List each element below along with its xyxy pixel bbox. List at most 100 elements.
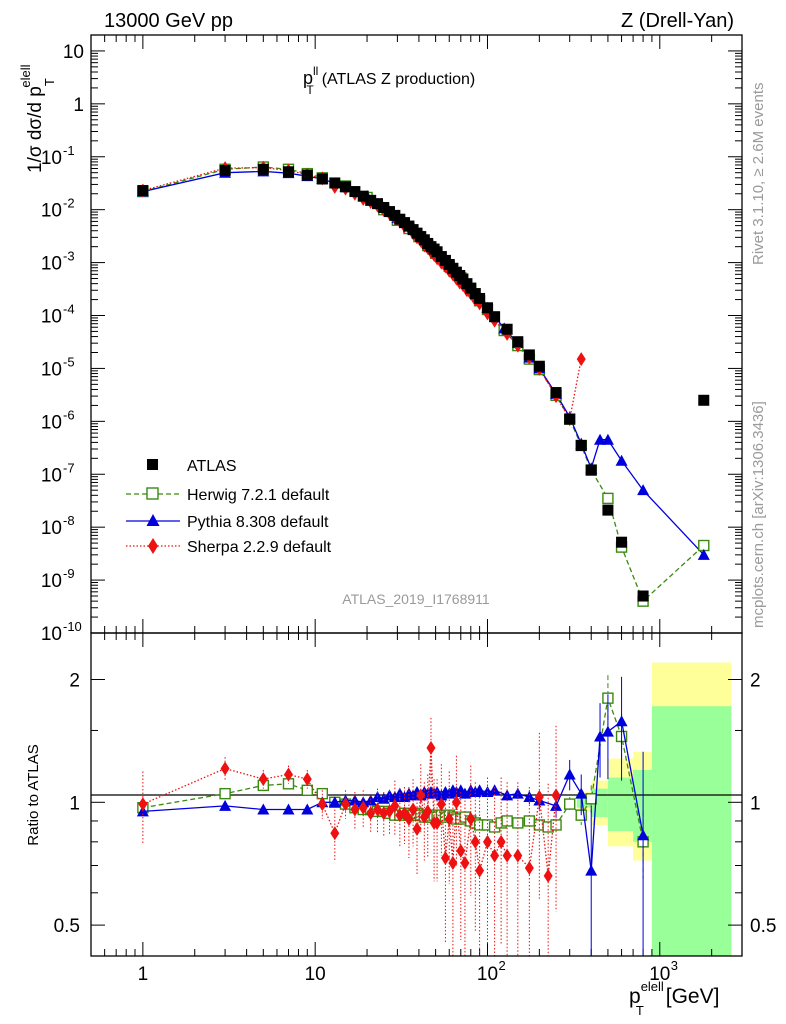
data-point-atlas xyxy=(340,181,352,193)
main-ytick-label-exp: -9 xyxy=(63,566,75,581)
data-point-atlas xyxy=(372,198,384,210)
data-point-atlas xyxy=(602,504,614,516)
data-point-sherpa xyxy=(482,834,492,849)
data-point-sherpa xyxy=(258,772,268,787)
data-point-pythia xyxy=(615,454,628,466)
data-point-pythia xyxy=(257,803,270,815)
ratio-xlabel-sup: elell xyxy=(641,979,664,994)
data-point-atlas xyxy=(533,360,545,372)
main-ylabel-sup: elell xyxy=(18,64,33,87)
band-inner xyxy=(651,706,732,956)
ratio-xlabel-sub: T xyxy=(636,1003,644,1018)
data-point-atlas xyxy=(489,311,501,323)
main-ylabel: 1/σ dσ/d pTelell xyxy=(18,64,57,173)
ratio-ytick-label-right: 1 xyxy=(750,793,761,814)
main-title-sub: T xyxy=(306,83,314,97)
xtick-label-exp: 3 xyxy=(671,958,678,973)
data-point-sherpa xyxy=(390,798,400,813)
main-title-main: p xyxy=(303,68,313,88)
data-point-sherpa xyxy=(220,761,230,776)
xtick-label-exp: 2 xyxy=(498,958,505,973)
data-point-sherpa xyxy=(551,788,561,803)
ratio-ytick-label-right: 2 xyxy=(750,670,761,691)
data-point-pythia xyxy=(615,715,628,727)
main-title: pll T (ATLAS Z production) xyxy=(303,64,475,97)
mcplots-label: mcplots.cern.ch [arXiv:1306.3436] xyxy=(750,401,767,628)
data-point-sherpa xyxy=(456,843,466,858)
legend-sherpa-label: Sherpa 2.2.9 default xyxy=(187,539,332,556)
main-ytick-label: 10 xyxy=(63,42,84,63)
data-point-sherpa xyxy=(358,800,368,815)
data-point-pythia xyxy=(458,787,471,799)
data-point-sherpa xyxy=(366,806,376,821)
data-point-sherpa xyxy=(283,767,293,782)
ratio-ytick-label-right: 0.5 xyxy=(750,916,776,937)
data-point-herwig xyxy=(563,798,576,810)
data-point-pythia xyxy=(301,803,314,815)
legend-herwig-label: Herwig 7.2.1 default xyxy=(187,487,330,504)
data-point-pythia xyxy=(473,784,486,796)
main-ytick-label-exp: -8 xyxy=(63,513,75,528)
data-point-pythia xyxy=(488,784,501,796)
data-point-sherpa xyxy=(490,848,500,863)
data-point-sherpa xyxy=(432,815,442,830)
data-point-pythia xyxy=(601,725,614,737)
xtick-label: 10 xyxy=(477,964,498,985)
main-ytick-label: 10 xyxy=(41,571,62,592)
main-ylabel-main: 1/σ dσ/d p xyxy=(25,86,46,173)
main-ytick-label: 10 xyxy=(41,148,62,169)
main-ytick-label-exp: -6 xyxy=(63,407,75,422)
data-point-sherpa xyxy=(426,740,436,755)
data-point-sherpa xyxy=(502,848,512,863)
legend-pythia-label: Pythia 8.308 default xyxy=(187,514,329,531)
data-point-sherpa xyxy=(444,812,454,827)
data-point-atlas xyxy=(349,186,361,198)
data-point-sherpa xyxy=(379,806,389,821)
series-line-sherpa xyxy=(142,167,582,421)
data-point-atlas xyxy=(357,190,369,202)
data-point-sherpa xyxy=(513,848,523,863)
xtick-label: 1 xyxy=(138,964,149,985)
data-point-sherpa xyxy=(451,795,461,810)
main-ytick-label-exp: -10 xyxy=(63,619,82,634)
legend-atlas-marker xyxy=(147,459,158,470)
band-inner xyxy=(607,777,634,832)
data-point-pythia xyxy=(697,548,710,560)
legend-atlas-label: ATLAS xyxy=(187,458,237,475)
data-point-pythia xyxy=(563,768,576,780)
main-ylabel-sub: T xyxy=(42,78,57,86)
data-point-atlas xyxy=(512,336,524,348)
data-point-pythia xyxy=(501,789,514,801)
header-left: 13000 GeV pp xyxy=(104,10,233,32)
data-point-atlas xyxy=(219,164,231,176)
xtick-label: 10 xyxy=(649,964,670,985)
data-point-sherpa xyxy=(496,834,506,849)
data-point-sherpa xyxy=(317,797,327,812)
ratio-xlabel-main: p xyxy=(629,985,641,1008)
data-point-pythia xyxy=(594,730,607,742)
data-point-sherpa xyxy=(448,855,458,870)
data-point-atlas xyxy=(585,464,597,476)
xtick-label: 10 xyxy=(305,964,326,985)
main-ytick-label: 10 xyxy=(41,359,62,380)
main-ytick-label: 10 xyxy=(41,307,62,328)
data-point-pythia xyxy=(637,484,650,496)
data-point-sherpa xyxy=(412,822,422,837)
main-ytick-label: 10 xyxy=(41,518,62,539)
data-point-herwig xyxy=(219,787,231,800)
data-point-sherpa xyxy=(475,863,485,878)
data-point-pythia xyxy=(550,799,563,811)
data-point-herwig xyxy=(512,817,524,829)
legend-herwig-marker xyxy=(146,487,159,500)
main-ytick-label-exp: -5 xyxy=(63,354,75,369)
legend-pythia-marker xyxy=(146,514,160,526)
analysis-id: ATLAS_2019_I1768911 xyxy=(342,591,490,607)
data-point-sherpa xyxy=(466,812,476,827)
main-ytick-label-exp: -2 xyxy=(63,196,75,211)
data-point-sherpa xyxy=(341,797,351,812)
data-point-herwig xyxy=(602,492,614,505)
ratio-ytick-label-left: 0.5 xyxy=(54,916,80,937)
main-ytick-label-exp: -4 xyxy=(63,302,75,317)
